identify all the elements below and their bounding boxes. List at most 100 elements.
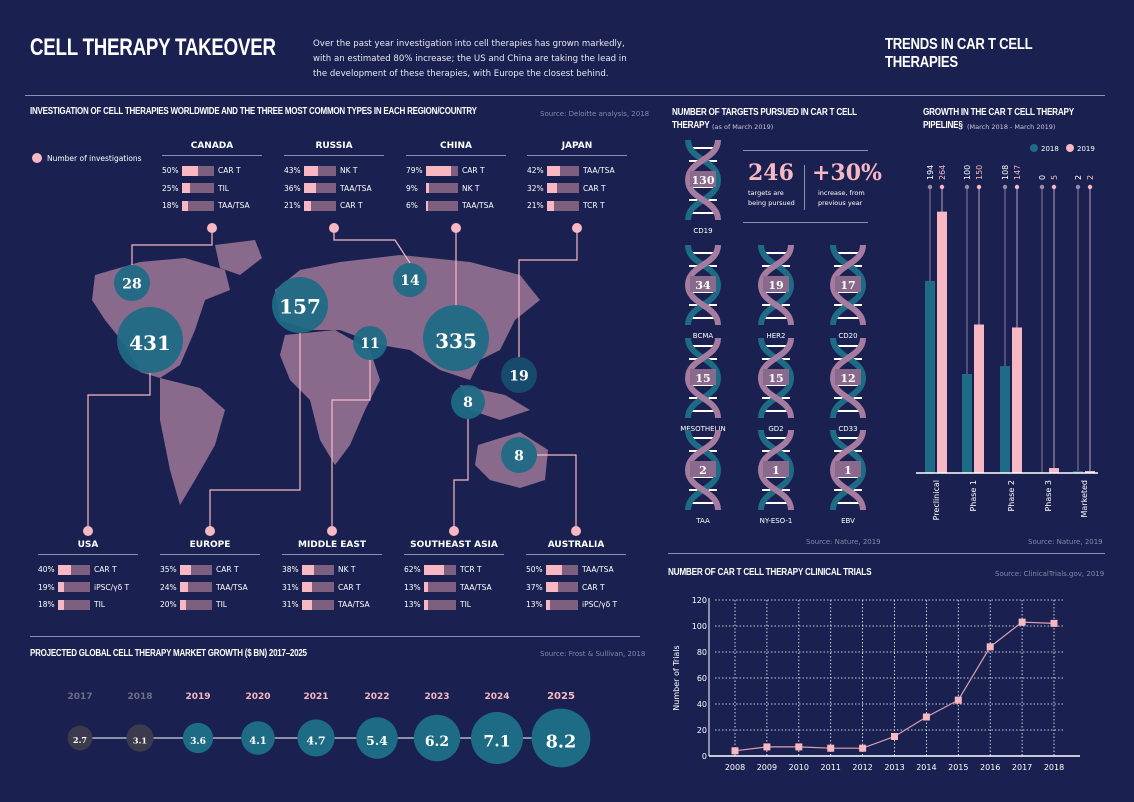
targets-pictograph: 130 CD19 34 BCMA 19 HER2 17 CD20 15 MESOTHELIN 15 G… [680,139,867,525]
therapy-type: NK T [338,565,356,575]
region-rule [160,554,260,555]
stat-increase-value: +30% [812,160,882,186]
therapy-percent: 62% [404,565,421,575]
therapy-row: 20% TIL [160,596,260,614]
target-name: MESOTHELIN [680,425,726,433]
therapy-row: 62% TCR T [404,561,504,579]
dna-strand [758,429,795,511]
investigation-count: 28 [122,276,141,292]
dna-value-bg [690,369,716,385]
pipeline-pin [1039,184,1045,190]
dna-icon: 17 CD20 [829,244,867,340]
therapy-type: CAR T [582,582,605,592]
therapy-bar [546,564,578,575]
targets-title: NUMBER OF TARGETS PURSUED IN CAR T CELL … [672,107,857,131]
dna-strand [685,337,722,419]
therapy-type: CAR T [462,166,485,176]
trials-point [795,743,803,751]
investigation-bubble [272,277,328,333]
investigation-bubble [117,307,183,373]
dna-strand [684,429,721,511]
target-name: CD20 [838,332,857,340]
stat-rule [743,222,868,223]
stat-separator [804,165,805,210]
therapy-type: TAA/TSA [582,565,614,575]
market-bubble [67,725,93,751]
therapy-percent: 35% [160,565,177,575]
therapy-percent: 38% [282,565,299,575]
therapy-row: 32% CAR T [527,180,627,198]
market-year: 2019 [185,692,210,702]
therapy-row: 50% CAR T [162,162,262,180]
therapy-bar-fill [426,183,429,194]
dna-value-bg [835,461,861,477]
right-title: TRENDS IN CAR T CELL THERAPIES [885,36,1033,71]
x-tick-label: 2011 [821,763,841,772]
market-year: 2023 [424,692,449,702]
therapy-bar [304,165,336,176]
therapy-bar [424,599,456,610]
therapy-bar-fill [58,599,64,610]
dna-strand [757,244,794,326]
stat-increase-label: increase, from previous year [818,189,865,207]
market-year: 2021 [303,692,328,702]
therapy-bar-fill [304,183,316,194]
dna-strand [830,429,867,511]
x-tick-label: 2008 [725,763,745,772]
dna-icon: 19 HER2 [757,244,795,340]
therapy-row: 35% CAR T [160,561,260,579]
therapy-type: TIL [218,183,229,193]
x-tick-label: 2013 [884,763,904,772]
therapy-bar [180,564,212,575]
connector-line [209,333,301,530]
x-tick-label: 2015 [948,763,968,772]
therapy-bar-fill [424,582,429,593]
therapy-percent: 13% [404,582,421,592]
target-name: EBV [841,517,855,525]
therapy-row: 18% TIL [38,596,138,614]
therapy-bar-fill [58,582,65,593]
market-growth-chart: 2017 2.7 2018 3.1 2019 3.6 2020 4.1 2021 4.7 2022 5… [67,691,591,768]
therapy-row: 43% NK T [284,162,384,180]
pipeline-category: Phase 2 [1007,480,1016,512]
legend-2018-dot [1030,144,1038,152]
dna-icon: 1 EBV [829,429,867,525]
pipeline-source: Source: Nature, 2019 [1028,538,1103,546]
market-bubble [413,714,461,762]
legend-2019-dot [1066,144,1074,152]
therapy-percent: 21% [284,201,301,211]
region-rule [406,155,506,156]
pipeline-pin [939,184,945,190]
therapy-row: 50% TAA/TSA [526,561,626,579]
pipeline-category: Marketed [1080,480,1089,518]
therapy-type: TAA/TSA [340,183,372,193]
therapy-bar [304,183,336,194]
pipeline-value: 0 [1038,175,1047,180]
therapy-row: 40% CAR T [38,561,138,579]
connector-line [453,419,469,530]
dna-strand [684,244,721,326]
dna-icon: 2 TAA [684,429,722,525]
region-pin-dot [572,223,582,233]
dna-icon: 12 CD33 [829,337,867,433]
region-europe: EUROPE 35% CAR T 24% TAA/TSA 20% TIL [160,540,260,614]
market-bubble [126,724,154,752]
y-tick-label: 100 [692,622,707,631]
investigation-bubble [114,265,150,301]
therapy-bar-fill [302,599,312,610]
therapy-bar [302,599,334,610]
target-name: TAA [695,517,710,525]
x-tick-label: 2009 [757,763,777,772]
therapy-percent: 20% [160,600,177,610]
market-value: 3.1 [133,735,147,745]
investigation-bubble [501,437,537,473]
therapy-bar-fill [547,165,561,176]
therapy-type: TAA/TSA [338,600,370,610]
trials-point [1050,619,1058,627]
market-value: 2.7 [73,735,87,745]
trials-point [1018,618,1026,626]
divider [30,636,640,637]
region-pin-dot [83,526,93,536]
therapy-percent: 31% [282,582,299,592]
dna-strand [684,139,721,221]
